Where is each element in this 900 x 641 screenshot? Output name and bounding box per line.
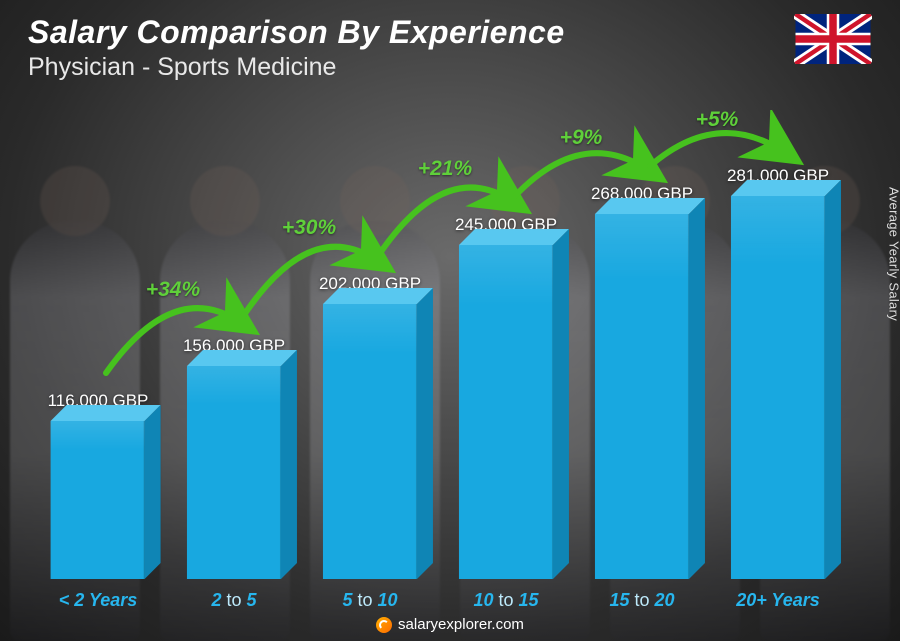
- growth-delta-label: +21%: [418, 157, 472, 181]
- y-axis-label: Average Yearly Salary: [887, 187, 900, 321]
- page-subtitle: Physician - Sports Medicine: [28, 53, 565, 82]
- page-title: Salary Comparison By Experience: [28, 14, 565, 51]
- brand-text: salaryexplorer.com: [398, 616, 524, 633]
- bar-side-face: [553, 229, 569, 579]
- header: Salary Comparison By Experience Physicia…: [28, 14, 872, 82]
- bar-top-face: [323, 288, 433, 304]
- x-category: 10 to 15: [438, 590, 574, 611]
- bar-front-face: [187, 366, 281, 579]
- bar-slot: 281,000 GBP: [710, 110, 846, 579]
- bar-front-face: [595, 214, 689, 579]
- bar: [459, 245, 553, 579]
- bar-top-face: [595, 198, 705, 214]
- bar-side-face: [825, 180, 841, 579]
- x-category: 2 to 5: [166, 590, 302, 611]
- bar-slot: 156,000 GBP: [166, 110, 302, 579]
- bar-side-face: [281, 350, 297, 579]
- x-category: 5 to 10: [302, 590, 438, 611]
- bar-top-face: [187, 350, 297, 366]
- growth-delta-label: +5%: [696, 108, 739, 132]
- bar-top-face: [731, 180, 841, 196]
- bar-side-face: [417, 288, 433, 579]
- x-category: < 2 Years: [30, 590, 166, 611]
- bar-front-face: [459, 245, 553, 579]
- bar-slot: 116,000 GBP: [30, 110, 166, 579]
- bar-front-face: [731, 196, 825, 579]
- uk-flag-icon: [794, 14, 872, 64]
- bar-side-face: [145, 405, 161, 579]
- bar: [51, 421, 145, 579]
- bar-front-face: [51, 421, 145, 579]
- footer-brand: salaryexplorer.com: [0, 616, 900, 633]
- x-axis: < 2 Years2 to 55 to 1010 to 1515 to 2020…: [30, 590, 846, 611]
- growth-delta-label: +9%: [560, 126, 603, 150]
- bar-front-face: [323, 304, 417, 579]
- bar-side-face: [689, 198, 705, 579]
- growth-delta-label: +30%: [282, 216, 336, 240]
- bar: [595, 214, 689, 579]
- bar: [323, 304, 417, 579]
- bar-top-face: [51, 405, 161, 421]
- bar-slot: 268,000 GBP: [574, 110, 710, 579]
- bar-top-face: [459, 229, 569, 245]
- x-category: 20+ Years: [710, 590, 846, 611]
- x-category: 15 to 20: [574, 590, 710, 611]
- bar: [187, 366, 281, 579]
- bar: [731, 196, 825, 579]
- growth-delta-label: +34%: [146, 278, 200, 302]
- brand-logo-icon: [376, 617, 392, 633]
